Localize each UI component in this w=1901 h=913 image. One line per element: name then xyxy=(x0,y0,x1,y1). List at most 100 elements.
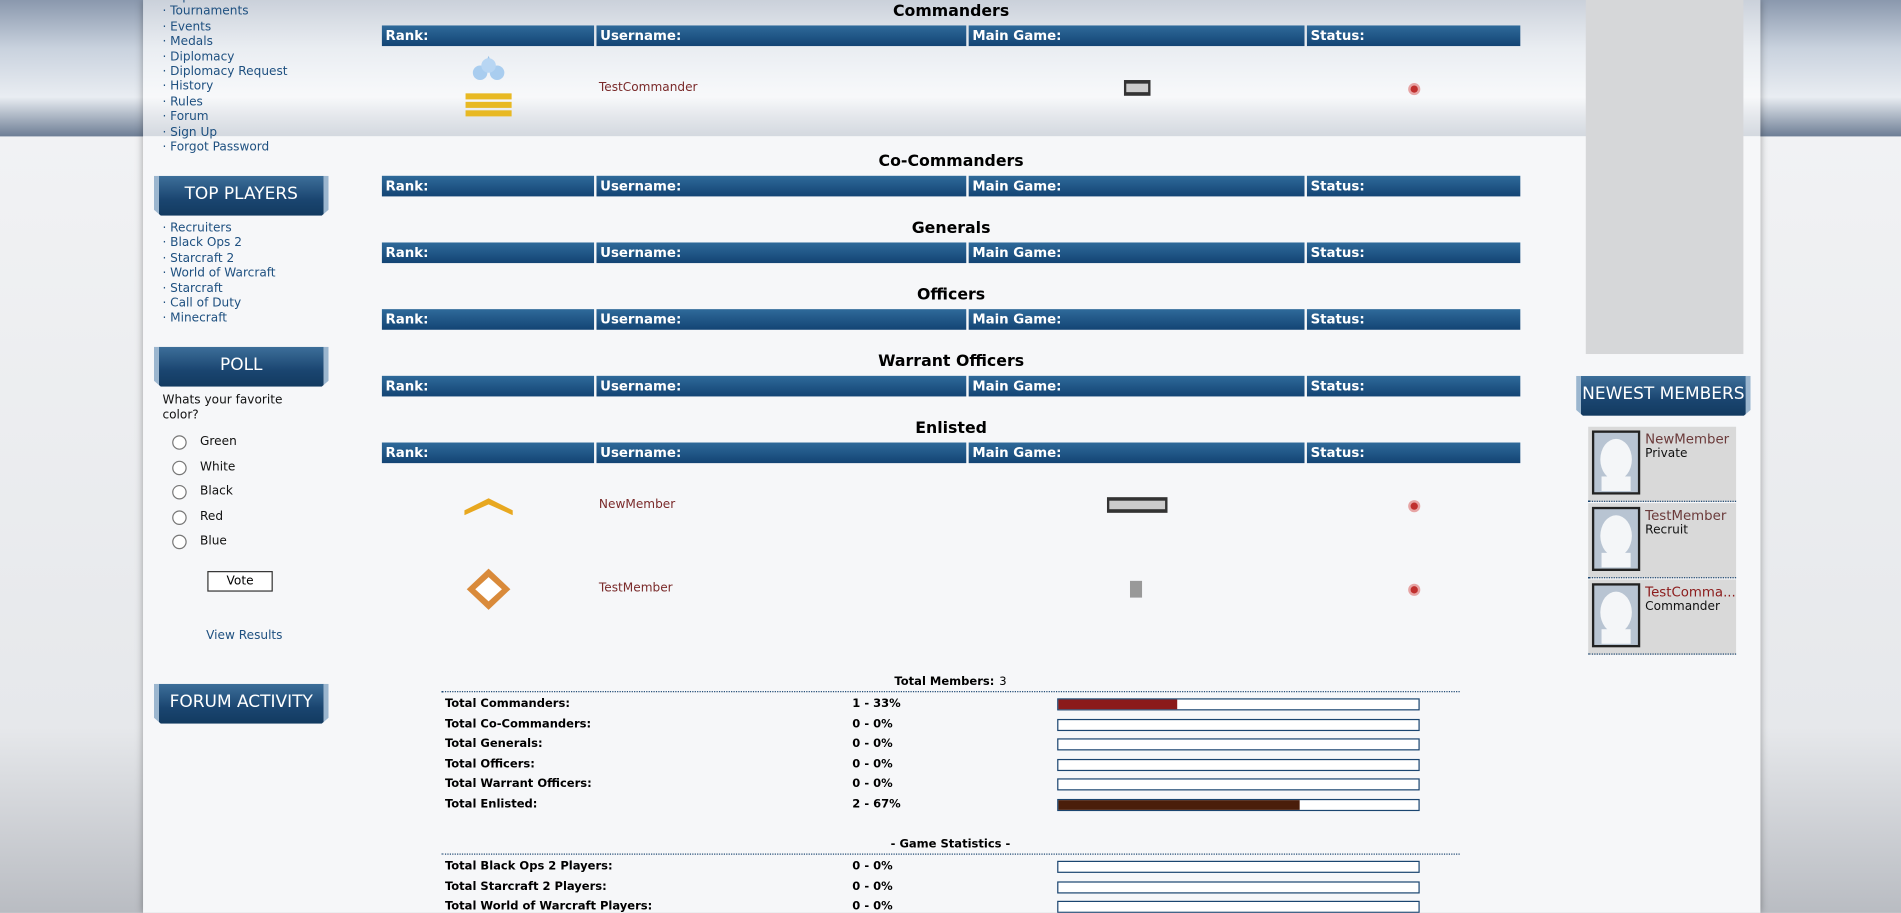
member-rank: Recruit xyxy=(1645,523,1688,538)
stat-value: 2 - 67% xyxy=(852,797,901,811)
top-player-link[interactable]: · Call of Duty xyxy=(162,297,242,311)
column-header: Main Game: xyxy=(968,375,1305,397)
stat-bar-frame xyxy=(1057,778,1420,791)
column-header: Main Game: xyxy=(968,25,1305,47)
poll-option: Black xyxy=(200,485,233,499)
column-header: Status: xyxy=(1306,375,1521,397)
column-header: Rank: xyxy=(381,175,595,197)
view-results-link[interactable]: View Results xyxy=(206,629,283,643)
stat-value: 0 - 0% xyxy=(852,879,893,893)
nav-link[interactable]: · Squads xyxy=(162,0,214,4)
column-header: Username: xyxy=(596,242,967,264)
stat-label: Total Enlisted: xyxy=(444,797,538,811)
column-header: Rank: xyxy=(381,242,595,264)
status-dot xyxy=(1408,83,1421,96)
stat-bar-frame xyxy=(1057,798,1420,811)
poll-option: Red xyxy=(200,510,224,524)
column-header: Username: xyxy=(596,442,967,464)
stats-title: Total Members: 3 xyxy=(441,675,1460,693)
username[interactable]: NewMember xyxy=(598,498,676,512)
stat-value: 0 - 0% xyxy=(852,859,893,873)
stat-bar-frame xyxy=(1057,698,1420,711)
stat-bar-frame xyxy=(1057,738,1420,751)
stat-value: 0 - 0% xyxy=(852,737,893,751)
poll-question: Whats your favorite color? xyxy=(162,394,283,423)
column-header: Status: xyxy=(1306,309,1521,330)
column-header: Status: xyxy=(1306,25,1521,47)
column-header: Username: xyxy=(596,175,967,197)
stat-bar-frame xyxy=(1057,860,1420,873)
column-header: Main Game: xyxy=(968,175,1305,197)
top-player-link[interactable]: · Starcraft xyxy=(162,281,223,296)
nav-link[interactable]: · Forgot Password xyxy=(162,140,270,154)
nav-link[interactable]: · History xyxy=(162,80,214,94)
column-header: Rank: xyxy=(381,309,595,330)
poll-option: Green xyxy=(200,435,237,449)
stat-label: Total World of Warcraft Players: xyxy=(444,899,653,913)
stat-value: 0 - 0% xyxy=(852,717,893,731)
status-dot xyxy=(1408,583,1421,596)
section-title: Enlisted xyxy=(915,419,987,438)
nav-link[interactable]: · Medals xyxy=(162,35,213,49)
column-header: Status: xyxy=(1306,242,1521,264)
rank-icon xyxy=(465,55,512,117)
column-header: Status: xyxy=(1306,175,1521,197)
column-header: Rank: xyxy=(381,442,595,464)
poll-banner: POLL xyxy=(153,346,329,387)
username[interactable]: TestCommander xyxy=(598,81,698,95)
stat-label: Total Commanders: xyxy=(444,697,570,711)
radio[interactable] xyxy=(172,510,187,525)
stat-label: Total Officers: xyxy=(444,757,535,771)
poll-option: White xyxy=(200,460,236,474)
radio[interactable] xyxy=(172,535,187,550)
top-player-link[interactable]: · Black Ops 2 xyxy=(162,236,242,251)
member-name[interactable]: NewMember xyxy=(1645,431,1730,448)
member-rank: Commander xyxy=(1645,600,1720,614)
nav-link[interactable]: · Events xyxy=(162,20,212,34)
member-name[interactable]: TestComma... xyxy=(1645,584,1736,601)
top-player-link[interactable]: · World of Warcraft xyxy=(162,266,276,281)
section-title: Commanders xyxy=(892,2,1010,21)
nav-link[interactable]: · Diplomacy Request xyxy=(162,65,288,79)
nav-link[interactable]: · Sign Up xyxy=(162,125,218,139)
column-header: Main Game: xyxy=(968,442,1305,464)
stat-value: 0 - 0% xyxy=(852,899,893,913)
member-name[interactable]: TestMember xyxy=(1645,507,1727,524)
nav-link[interactable]: · Forum xyxy=(162,110,209,124)
radio[interactable] xyxy=(172,460,187,475)
stat-value: 0 - 0% xyxy=(852,777,893,791)
rank-icon xyxy=(464,498,513,516)
member-rank: Private xyxy=(1645,447,1688,461)
stat-bar-frame xyxy=(1057,758,1420,771)
column-header: Rank: xyxy=(381,25,595,47)
stat-label: Total Starcraft 2 Players: xyxy=(444,879,607,893)
stats-label: - Game Statistics - xyxy=(890,837,1011,852)
radio[interactable] xyxy=(172,435,187,450)
stat-bar xyxy=(1058,799,1300,810)
top-player-link[interactable]: · Recruiters xyxy=(162,221,232,236)
avatar xyxy=(1591,430,1641,495)
avatar xyxy=(1591,506,1641,572)
column-header: Rank: xyxy=(381,375,595,397)
stat-bar-frame xyxy=(1057,880,1420,893)
game-icon xyxy=(1106,497,1168,513)
top-player-link[interactable]: · Starcraft 2 xyxy=(162,251,235,266)
nav-link[interactable]: · Tournaments xyxy=(162,5,249,19)
stats-total: 3 xyxy=(999,675,1007,689)
vote-button[interactable]: Vote xyxy=(207,571,273,592)
column-header: Main Game: xyxy=(968,309,1305,330)
nav-link[interactable]: · Rules xyxy=(162,95,203,109)
stat-label: Total Co-Commanders: xyxy=(444,717,592,731)
radio[interactable] xyxy=(172,485,187,500)
stat-value: 1 - 33% xyxy=(852,697,901,711)
forum-activity-banner: FORUM ACTIVITY xyxy=(153,683,329,724)
rank-icon xyxy=(466,568,511,610)
stat-label: Total Warrant Officers: xyxy=(444,777,592,791)
column-header: Status: xyxy=(1306,442,1521,464)
username[interactable]: TestMember xyxy=(598,581,673,596)
nav-link[interactable]: · Diplomacy xyxy=(162,50,235,64)
top-player-link[interactable]: · Minecraft xyxy=(162,312,228,326)
section-title: Warrant Officers xyxy=(878,352,1025,371)
